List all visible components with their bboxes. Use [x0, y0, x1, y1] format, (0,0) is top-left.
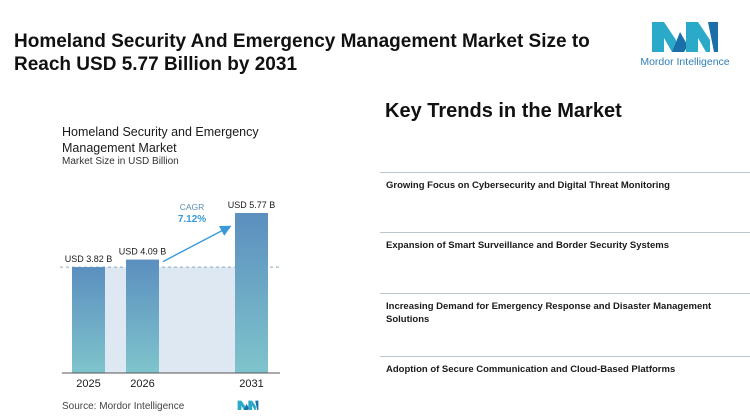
bar-value-label: USD 4.09 B: [119, 247, 167, 257]
cagr-value: 7.12%: [178, 214, 206, 225]
page-headline: Homeland Security And Emergency Manageme…: [14, 31, 590, 75]
cagr-arrow: [162, 225, 232, 263]
source-note: Source: Mordor Intelligence: [62, 401, 185, 412]
bar-2026: [126, 259, 159, 373]
x-tick-label: 2026: [130, 378, 154, 390]
x-tick-label: 2025: [76, 378, 100, 390]
mordor-intelligence-small-logo-icon: [237, 400, 259, 411]
trend-item: Growing Focus on Cybersecurity and Digit…: [380, 172, 750, 192]
cagr-label: CAGR: [180, 202, 205, 212]
growth-band: [105, 267, 235, 373]
brand-logo: Mordor Intelligence: [630, 18, 740, 68]
key-trends-title: Key Trends in the Market: [385, 100, 622, 122]
bar-2031: [235, 213, 268, 373]
chart-subtitle: Market Size in USD Billion: [62, 156, 179, 167]
chart-title: Homeland Security and Emergency Manageme…: [62, 125, 259, 155]
trend-item: Increasing Demand for Emergency Response…: [380, 293, 750, 326]
trend-item: Adoption of Secure Communication and Clo…: [380, 356, 750, 376]
bar-2025: [72, 267, 105, 373]
mordor-intelligence-logo-icon: [652, 22, 718, 52]
trend-item: Expansion of Smart Surveillance and Bord…: [380, 232, 750, 252]
x-tick-label: 2031: [239, 378, 263, 390]
bar-value-label: USD 5.77 B: [228, 200, 276, 210]
bar-value-label: USD 3.82 B: [65, 254, 113, 264]
brand-name: Mordor Intelligence: [640, 56, 730, 68]
